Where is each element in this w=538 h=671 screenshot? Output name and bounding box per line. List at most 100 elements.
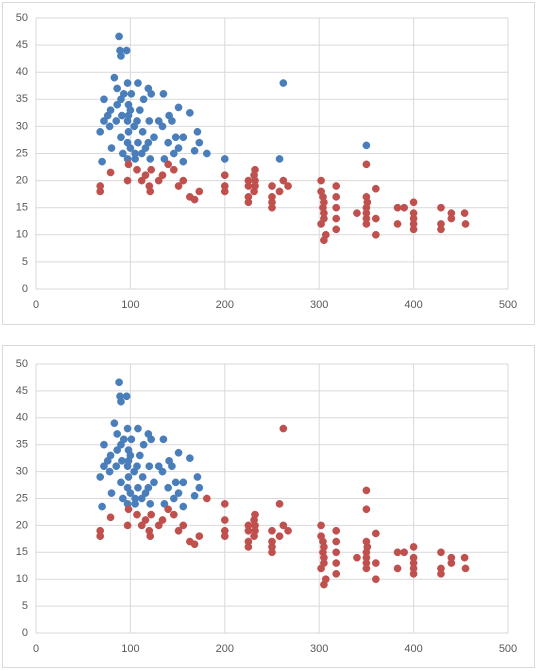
- scatter-point: [154, 462, 163, 471]
- x-tick-label: 0: [33, 643, 39, 655]
- scatter-point: [447, 214, 456, 223]
- scatter-point: [332, 569, 341, 578]
- y-tick-label: 10: [16, 229, 28, 241]
- scatter-point: [332, 548, 341, 557]
- scatter-point: [220, 516, 229, 524]
- scatter-point: [168, 462, 176, 471]
- scatter-point: [124, 111, 133, 120]
- scatter-point: [118, 111, 126, 120]
- scatter-point: [317, 176, 325, 185]
- scatter-point: [158, 516, 167, 524]
- scatter-point: [133, 117, 141, 125]
- scatter-point: [275, 532, 284, 541]
- scatter-point: [96, 473, 105, 481]
- y-tick-label: 50: [16, 358, 28, 370]
- scatter-point: [319, 537, 327, 546]
- scatter-point: [123, 176, 132, 185]
- scatter-point: [195, 187, 204, 196]
- scatter-point: [164, 138, 173, 147]
- x-tick-label: 300: [310, 643, 328, 655]
- scatter-point: [145, 462, 154, 471]
- scatter-point: [137, 176, 146, 185]
- scatter-point: [279, 79, 288, 87]
- y-tick-label: 35: [16, 93, 28, 105]
- scatter-point: [437, 203, 445, 212]
- scatter-point: [144, 483, 153, 492]
- x-tick-label: 200: [216, 643, 234, 655]
- scatter-point: [100, 117, 108, 125]
- scatter-point: [118, 494, 127, 503]
- scatter-point: [437, 225, 445, 234]
- x-tick-label: 100: [121, 299, 139, 311]
- scatter-point: [284, 526, 292, 535]
- scatter-point: [137, 521, 146, 530]
- scatter-point: [106, 168, 115, 177]
- scatter-point: [251, 182, 259, 190]
- scatter-point: [139, 440, 148, 449]
- scatter-point: [115, 32, 123, 41]
- scatter-point: [139, 95, 148, 104]
- x-tick-label: 500: [499, 299, 517, 311]
- scatter-point: [118, 456, 126, 465]
- scatter-point: [169, 149, 178, 158]
- scatter-point: [353, 553, 361, 562]
- scatter-point: [96, 526, 105, 535]
- scatter-point: [251, 510, 259, 519]
- scatter-point: [203, 494, 211, 503]
- scatter-point: [393, 220, 402, 228]
- scatter-point: [220, 155, 229, 163]
- scatter-point: [113, 430, 122, 438]
- scatter-point: [169, 510, 178, 519]
- scatter-point: [144, 138, 153, 147]
- scatter-point: [268, 182, 276, 190]
- scatter-point: [134, 424, 142, 433]
- y-tick-label: 45: [16, 39, 28, 51]
- scatter-point: [158, 467, 167, 476]
- scatter-point: [133, 165, 141, 174]
- scatter-point: [186, 454, 194, 462]
- scatter-point: [113, 100, 122, 109]
- y-tick-label: 20: [16, 175, 28, 187]
- scatter-point: [193, 127, 202, 136]
- scatter-point: [141, 171, 150, 180]
- scatter-point: [171, 478, 180, 487]
- scatter-point: [279, 424, 288, 433]
- y-tick-label: 20: [16, 519, 28, 531]
- scatter-point: [141, 516, 150, 524]
- scatter-point: [117, 478, 125, 487]
- scatter-point: [332, 537, 341, 546]
- scatter-point: [118, 149, 127, 158]
- x-tick-label: 300: [310, 299, 328, 311]
- scatter-point: [96, 127, 105, 136]
- x-tick-label: 0: [33, 299, 39, 311]
- y-tick-label: 35: [16, 439, 28, 451]
- scatter-point: [174, 144, 183, 152]
- scatter-point: [332, 193, 341, 201]
- scatter-point: [332, 203, 341, 212]
- scatter-point: [275, 500, 284, 508]
- y-tick-label: 0: [22, 627, 28, 639]
- scatter-point: [279, 176, 288, 185]
- scatter-point: [119, 435, 128, 444]
- scatter-point: [244, 521, 253, 530]
- scatter-point: [251, 165, 259, 174]
- scatter-point: [409, 569, 418, 578]
- scatter-point: [251, 526, 259, 535]
- scatter-point: [146, 155, 155, 163]
- scatter-point: [268, 526, 276, 535]
- scatter-point: [146, 532, 155, 541]
- x-tick-label: 400: [404, 643, 422, 655]
- scatter-point: [146, 500, 155, 508]
- scatter-point: [171, 133, 180, 142]
- scatter-point: [268, 548, 276, 557]
- y-tick-label: 15: [16, 202, 28, 214]
- scatter-point: [317, 220, 325, 228]
- scatter-point: [133, 462, 141, 471]
- scatter-point: [117, 397, 125, 406]
- scatter-point: [332, 214, 341, 223]
- scatter-point: [371, 230, 380, 239]
- scatter-point: [195, 532, 204, 541]
- scatter-point: [362, 505, 371, 514]
- scatter-point: [147, 510, 156, 519]
- scatter-point: [268, 203, 276, 212]
